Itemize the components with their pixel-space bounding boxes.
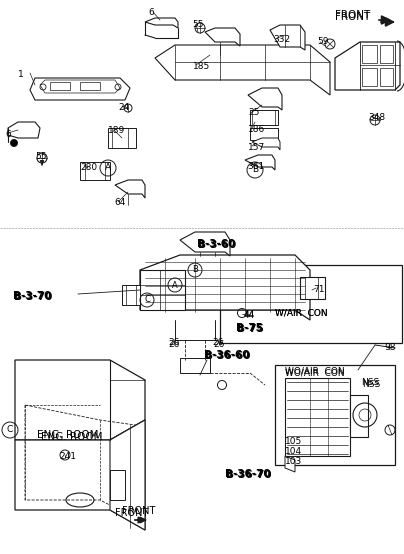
Text: ENG. ROOM: ENG. ROOM <box>37 430 99 440</box>
Text: 55: 55 <box>192 20 204 29</box>
Text: B-36-70: B-36-70 <box>225 469 271 479</box>
Polygon shape <box>248 88 282 110</box>
Text: B-75: B-75 <box>237 324 264 334</box>
Polygon shape <box>15 420 145 530</box>
Text: 98: 98 <box>384 343 396 352</box>
Text: 71: 71 <box>313 285 324 294</box>
Text: 26: 26 <box>168 340 179 349</box>
Bar <box>275 365 395 465</box>
Bar <box>380 68 393 86</box>
Bar <box>220 265 402 343</box>
Text: B-3-70: B-3-70 <box>13 291 51 301</box>
Bar <box>362 68 377 86</box>
Text: 44: 44 <box>244 311 255 320</box>
Text: W/AIR  CON: W/AIR CON <box>275 308 328 317</box>
Text: FRONT: FRONT <box>122 506 156 516</box>
Text: FRONT: FRONT <box>335 10 370 20</box>
Bar <box>300 277 325 299</box>
Polygon shape <box>335 42 400 90</box>
Polygon shape <box>245 155 275 170</box>
Text: 361: 361 <box>247 162 264 171</box>
Text: 104: 104 <box>285 447 302 456</box>
Text: 1: 1 <box>18 70 24 79</box>
Text: WO/AIR  CON: WO/AIR CON <box>285 367 345 376</box>
Text: B-36-60: B-36-60 <box>204 350 250 360</box>
Text: 24: 24 <box>118 103 129 112</box>
Text: A: A <box>172 280 178 290</box>
Text: C: C <box>144 295 150 305</box>
Text: A: A <box>105 163 111 172</box>
Text: B-3-60: B-3-60 <box>198 240 236 250</box>
Text: B: B <box>192 265 198 274</box>
Polygon shape <box>140 255 310 320</box>
Bar <box>50 82 70 90</box>
Text: W/AIR  CON: W/AIR CON <box>275 309 328 318</box>
Text: 103: 103 <box>285 457 302 466</box>
Bar <box>250 110 278 125</box>
Bar <box>350 395 368 437</box>
Bar <box>180 358 210 373</box>
Text: FRONT: FRONT <box>115 508 149 518</box>
Polygon shape <box>155 45 330 95</box>
Text: 189: 189 <box>108 126 125 135</box>
Polygon shape <box>285 456 295 472</box>
Text: 185: 185 <box>193 62 210 71</box>
Polygon shape <box>252 138 280 150</box>
Text: 26: 26 <box>213 340 224 349</box>
Polygon shape <box>270 25 305 50</box>
Text: 241: 241 <box>59 452 76 461</box>
Text: 105: 105 <box>285 437 302 446</box>
Bar <box>380 45 393 63</box>
Bar <box>140 270 185 310</box>
Bar <box>122 285 140 305</box>
Text: 55: 55 <box>35 152 46 161</box>
Text: B: B <box>252 166 258 175</box>
Text: NSS: NSS <box>362 380 380 389</box>
Text: B-36-70: B-36-70 <box>226 470 271 480</box>
Text: B-3-60: B-3-60 <box>197 239 235 249</box>
Polygon shape <box>110 420 145 530</box>
Bar <box>80 162 110 180</box>
Text: 280: 280 <box>80 163 97 172</box>
Polygon shape <box>15 360 145 440</box>
Text: ENG. ROOM: ENG. ROOM <box>41 432 103 442</box>
Text: 332: 332 <box>273 35 290 44</box>
Polygon shape <box>180 232 230 256</box>
Text: B-3-70: B-3-70 <box>14 292 53 302</box>
Text: 44: 44 <box>244 310 255 319</box>
Text: NSS: NSS <box>361 378 379 387</box>
Polygon shape <box>205 28 240 46</box>
Text: 157: 157 <box>248 143 265 152</box>
Bar <box>108 128 136 148</box>
Bar <box>110 470 125 500</box>
Text: 25: 25 <box>248 108 259 117</box>
Text: 26: 26 <box>212 338 223 347</box>
Text: 6: 6 <box>148 8 154 17</box>
Text: 26: 26 <box>168 338 179 347</box>
Text: FRONT: FRONT <box>335 12 370 22</box>
Text: C: C <box>7 425 13 434</box>
Text: 6: 6 <box>5 130 11 139</box>
Circle shape <box>11 140 17 146</box>
Text: B-36-60: B-36-60 <box>205 351 250 361</box>
Text: 64: 64 <box>114 198 125 207</box>
Text: 59: 59 <box>317 37 328 46</box>
Bar <box>250 128 278 140</box>
Text: WO/AIR  CON: WO/AIR CON <box>285 368 345 377</box>
Bar <box>285 378 350 456</box>
Bar <box>80 82 100 90</box>
Polygon shape <box>115 180 145 198</box>
Bar <box>362 45 377 63</box>
Text: B-75: B-75 <box>236 323 263 333</box>
Text: 186: 186 <box>248 125 265 134</box>
Text: 348: 348 <box>368 113 385 122</box>
